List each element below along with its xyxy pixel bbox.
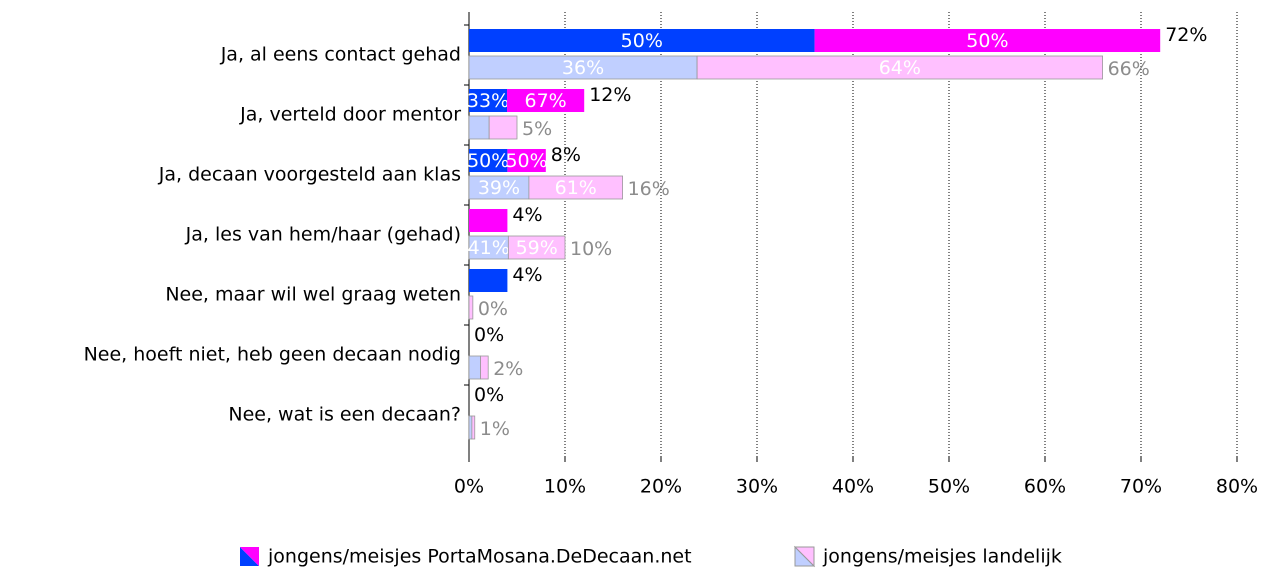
bar-segment xyxy=(468,295,474,320)
legend-swatch xyxy=(793,546,815,568)
category-label: Ja, al eens contact gehad xyxy=(220,44,461,66)
bar-segment xyxy=(469,149,508,172)
x-tick-label: 20% xyxy=(640,476,682,498)
bar-segment xyxy=(507,235,566,260)
share-label: 61% xyxy=(555,177,597,199)
category-label: Nee, hoeft niet, heb geen decaan nodig xyxy=(84,344,461,366)
bar-segment xyxy=(488,115,518,140)
category-label: Ja, les van hem/haar (gehad) xyxy=(185,224,461,246)
share-label: 41% xyxy=(468,237,510,259)
bar-segment xyxy=(507,89,585,112)
bar-segment xyxy=(471,415,476,440)
value-label: 2% xyxy=(493,358,523,380)
bar-segment xyxy=(507,149,546,172)
bar-segment xyxy=(468,355,481,380)
x-tick-label: 80% xyxy=(1216,476,1258,498)
category-label: Nee, maar wil wel graag weten xyxy=(165,284,461,306)
x-tick-label: 70% xyxy=(1120,476,1162,498)
share-label: 33% xyxy=(467,90,509,112)
x-tick-label: 40% xyxy=(832,476,874,498)
share-label: 50% xyxy=(966,30,1008,52)
value-label: 4% xyxy=(512,264,542,286)
value-label: 10% xyxy=(570,238,612,260)
legend-swatch xyxy=(240,547,259,566)
value-label: 0% xyxy=(474,384,504,406)
x-tick-label: 30% xyxy=(736,476,778,498)
bar-segment xyxy=(814,29,1161,52)
bar-segment xyxy=(469,209,508,232)
category-label: Ja, decaan voorgesteld aan klas xyxy=(158,164,461,186)
value-label: 66% xyxy=(1108,58,1150,80)
legend-label: jongens/meisjes landelijk xyxy=(822,546,1062,568)
x-tick-label: 10% xyxy=(544,476,586,498)
value-label: 8% xyxy=(551,144,581,166)
bar-segment xyxy=(469,89,508,112)
share-label: 59% xyxy=(516,237,558,259)
share-label: 67% xyxy=(524,90,566,112)
category-label: Ja, verteld door mentor xyxy=(239,104,461,126)
legend-label: jongens/meisjes PortaMosana.DeDecaan.net xyxy=(267,546,692,568)
bar-segment xyxy=(469,269,508,292)
bar-segment xyxy=(528,175,623,200)
value-label: 0% xyxy=(478,298,508,320)
value-label: 4% xyxy=(512,204,542,226)
value-label: 0% xyxy=(474,324,504,346)
x-tick-label: 0% xyxy=(454,476,484,498)
share-label: 50% xyxy=(621,30,663,52)
value-label: 12% xyxy=(589,84,631,106)
category-label: Nee, wat is een decaan? xyxy=(228,404,461,426)
value-label: 5% xyxy=(522,118,552,140)
value-label: 16% xyxy=(628,178,670,200)
share-label: 36% xyxy=(562,57,604,79)
value-label: 1% xyxy=(480,418,510,440)
share-label: 39% xyxy=(478,177,520,199)
value-label: 72% xyxy=(1165,24,1207,46)
bar-segment xyxy=(469,29,815,52)
bar-segment xyxy=(468,115,490,140)
share-label: 50% xyxy=(505,150,547,172)
bar-segment xyxy=(468,415,473,440)
bar-segment xyxy=(480,355,489,380)
bar-segment xyxy=(696,55,1104,80)
x-tick-label: 60% xyxy=(1024,476,1066,498)
x-tick-label: 50% xyxy=(928,476,970,498)
share-label: 64% xyxy=(879,57,921,79)
share-label: 50% xyxy=(467,150,509,172)
